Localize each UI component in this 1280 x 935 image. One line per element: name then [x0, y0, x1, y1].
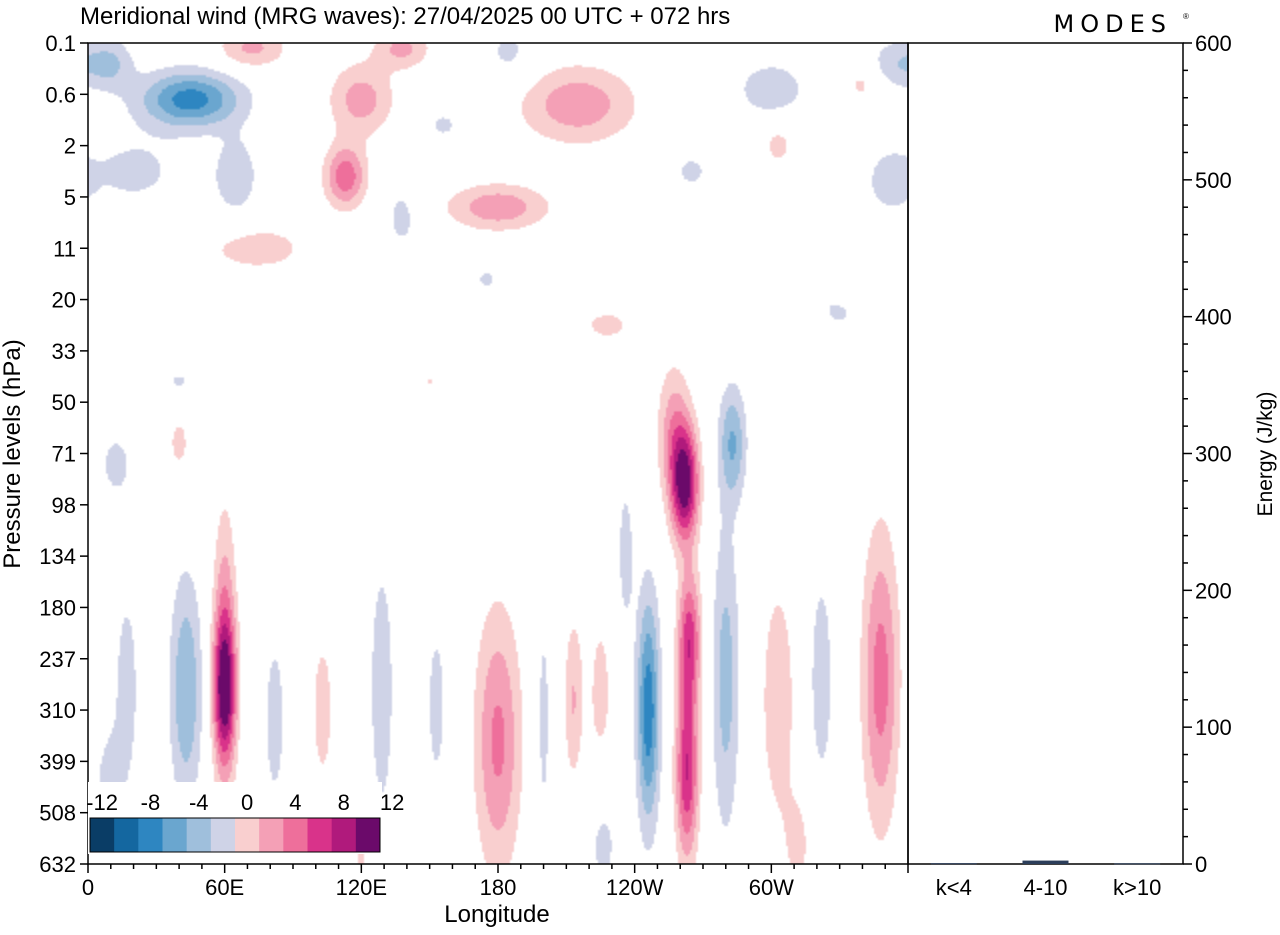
energy-tick-label: 200: [1195, 578, 1232, 603]
y-level-label: 5: [64, 185, 76, 210]
colorbar-swatch: [90, 818, 115, 852]
y-level-label: 632: [39, 852, 76, 877]
colorbar-label: 12: [380, 790, 404, 815]
energy-bar: [1114, 863, 1161, 865]
y-level-label: 11: [53, 236, 76, 261]
colorbar-swatch: [138, 818, 163, 852]
colorbar-label: 8: [338, 790, 350, 815]
y-level-label: 0.6: [45, 82, 76, 107]
colorbar-swatch: [307, 818, 333, 852]
x-tick-label: 120W: [606, 875, 664, 900]
energy-category-label: k>10: [1113, 875, 1161, 900]
colorbar-swatch: [355, 818, 381, 852]
colorbar-swatch: [259, 818, 284, 852]
colorbar-label: 4: [289, 790, 301, 815]
colorbar-swatch: [283, 818, 308, 852]
energy-bars: k<4 4-10 k>10: [930, 860, 1161, 900]
y-level-label: 399: [39, 749, 76, 774]
energy-bar: [1022, 860, 1069, 864]
energy-bar: [930, 863, 977, 865]
x-tick-label: 180: [480, 875, 517, 900]
y-level-label: 98: [52, 493, 76, 518]
y-level-label: 50: [52, 390, 76, 415]
colorbar-label: -8: [141, 790, 161, 815]
heatmap-field: [88, 43, 908, 864]
colorbar-frame: [89, 817, 381, 853]
y-level-label: 0.1: [45, 31, 76, 56]
colorbar-swatch: [162, 818, 188, 852]
energy-tick-label: 600: [1195, 31, 1232, 56]
y-axis-levels: 0.1 0.6 2 5 11 20 33 50 71 98 134 180 237 310 399 508 63…: [39, 31, 88, 877]
energy-tick-label: 400: [1195, 305, 1232, 330]
y-level-label: 33: [52, 339, 76, 364]
heatmap-raster: [88, 43, 908, 864]
colorbar-swatch: [331, 818, 357, 852]
x-tick-label: 120E: [336, 875, 387, 900]
energy-tick-label: 500: [1195, 168, 1232, 193]
energy-tick-label: 300: [1195, 442, 1232, 467]
colorbar-label: -12: [86, 790, 118, 815]
colorbar-swatch: [210, 818, 236, 852]
y-level-label: 2: [64, 134, 76, 159]
y-level-label: 180: [39, 595, 76, 620]
colorbar-swatch: [114, 818, 139, 852]
colorbar-label: 0: [241, 790, 253, 815]
x-axis-label: Longitude: [444, 901, 549, 928]
x-axis-ticks: 0 60E 120E 180 120W 60W: [82, 864, 909, 900]
energy-tick-label: 100: [1195, 715, 1232, 740]
brand-registered-mark: ®: [1183, 12, 1189, 21]
colorbar: -12 -8 -4 0 4 8 12: [86, 782, 404, 854]
energy-tick-label: 0: [1195, 852, 1207, 877]
energy-category-label: 4-10: [1023, 875, 1067, 900]
y-level-label: 508: [39, 801, 76, 826]
brand-logo: MODES: [1054, 10, 1172, 38]
chart-title: Meridional wind (MRG waves): 27/04/2025 …: [80, 3, 730, 30]
y-level-label: 20: [52, 288, 76, 313]
y-level-label: 310: [39, 698, 76, 723]
x-tick-label: 60W: [749, 875, 794, 900]
colorbar-swatch: [235, 818, 260, 852]
colorbar-label: -4: [189, 790, 209, 815]
y-level-label: 134: [39, 544, 76, 569]
colorbar-swatch: [186, 818, 212, 852]
y-level-label: 237: [39, 647, 76, 672]
energy-axis-label: Energy (J/kg): [1254, 392, 1277, 517]
x-tick-label: 0: [82, 875, 94, 900]
energy-category-label: k<4: [936, 875, 972, 900]
y-axis-label: Pressure levels (hPa): [0, 339, 26, 568]
y-level-label: 71: [52, 442, 76, 467]
energy-axis-ticks: 0 100 200 300 400 500 600: [1183, 31, 1232, 877]
x-tick-label: 60E: [205, 875, 244, 900]
energy-panel-frame: [907, 42, 1184, 865]
